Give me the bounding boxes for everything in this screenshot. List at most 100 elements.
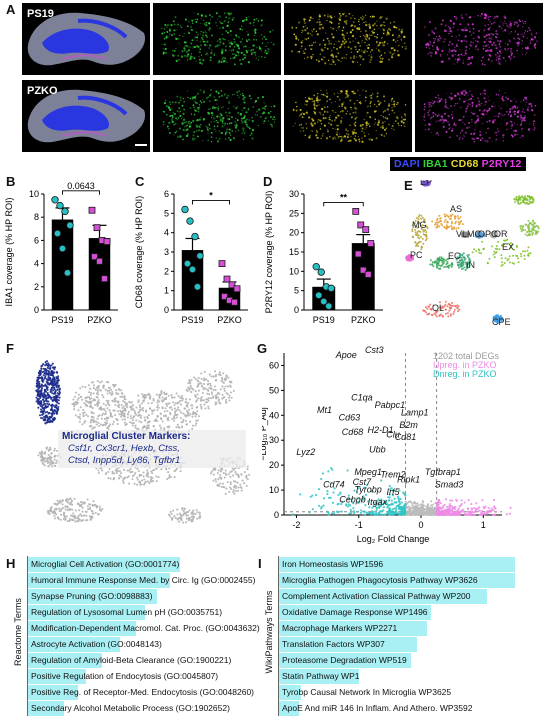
y-tick-label: 60 (269, 360, 279, 370)
term-bar (279, 557, 515, 572)
significance-label: ** (340, 192, 348, 202)
panel-f-label: F (6, 341, 14, 356)
x-tick-label: PS19 (51, 315, 73, 325)
y-tick-label: 10 (269, 485, 279, 495)
data-point (320, 297, 328, 306)
term-bar (279, 621, 427, 636)
data-point (233, 285, 241, 293)
gene-label: Pabpc1 (375, 400, 406, 410)
gene-label: Mpeg1 (354, 467, 382, 477)
gene-label: Cd74 (323, 480, 345, 490)
data-point (218, 260, 226, 267)
gene-label: C1qa (351, 392, 373, 402)
micrograph-ps19-cd68 (284, 3, 412, 75)
term-label: Regulation of Amyloid-Beta Clearance (GO… (31, 655, 232, 665)
volcano-legend-item: Upreg. in PZKO (433, 360, 497, 370)
y-tick-label: 8 (34, 212, 39, 222)
gene-label: Ubb (369, 445, 386, 455)
y-tick-label: 30 (269, 435, 279, 445)
x-axis-label: Log₂ Fold Change (357, 534, 430, 544)
term-bar (279, 685, 301, 700)
y-tick-label: 6 (34, 235, 39, 245)
x-tick-label: 1 (481, 520, 486, 530)
bar-pzko (88, 238, 111, 310)
data-point (91, 253, 98, 261)
term-bar (28, 637, 120, 652)
y-tick-label: 4 (164, 228, 169, 238)
bar-ps19 (51, 219, 74, 310)
y-tick-label: 40 (269, 410, 279, 420)
panel-c-label: C (135, 174, 145, 189)
gene-label: Irf5 (386, 487, 400, 497)
bar-pzko (351, 243, 375, 310)
data-point (362, 226, 370, 233)
data-point (223, 275, 231, 283)
gene-label: Trem2 (380, 470, 405, 480)
term-bar (28, 669, 86, 684)
panel-a-label: A (6, 2, 16, 17)
term-bar (279, 701, 299, 716)
chart-iba1-coverage: 0 2 4 6 8 10 IBA1 coverage (% HP ROI) PS19 PZKO 0… (4, 181, 118, 325)
x-tick-label: -2 (292, 520, 300, 530)
y-tick-label: 10 (29, 189, 39, 199)
y-tick-label: 20 (269, 460, 279, 470)
gene-label: Lyz2 (296, 447, 315, 457)
y-tick-label: 2 (34, 282, 39, 292)
gene-label: H2-D1 (368, 425, 394, 435)
term-label: Humoral Immune Response Med. by Circ. Ig… (31, 575, 256, 585)
data-point (191, 232, 199, 241)
gene-label: Clu (386, 430, 400, 440)
data-point (352, 207, 360, 215)
y-tick-label: 5 (164, 208, 169, 218)
cluster-label-pc: PC (410, 250, 423, 260)
term-label: Synapse Pruning (GO:0098883) (31, 591, 153, 601)
gene-label: Tgfbrap1 (425, 467, 461, 477)
cluster-label-vlmc: VLMC (456, 229, 482, 239)
data-point (88, 206, 96, 214)
y-tick-label: 3 (164, 247, 169, 257)
micrograph-ps19-iba1 (153, 3, 281, 75)
wikipathways-axis (278, 556, 279, 716)
term-label: Astrocyte Activation (GO:0048143) (31, 639, 162, 649)
cluster-label-ex: EX (502, 242, 514, 252)
micrograph-ps19-p2ry12 (415, 3, 543, 75)
marker-line-2: Ctsd, Inpp5d, Ly86, Tgfbr1 (68, 455, 181, 466)
y-tick-label: 1 (164, 286, 169, 296)
gene-label: B2m (399, 420, 418, 430)
term-label: Regulation of Lysosomal Lumen pH (GO:003… (31, 607, 223, 617)
term-label: Macrophage Markers WP2271 (282, 623, 398, 633)
y-tick-label: 50 (269, 385, 279, 395)
channel-iba1: IBA1 (423, 158, 448, 170)
term-bar (279, 669, 359, 684)
y-axis-label: P2RY12 coverage (% HP ROI) (264, 191, 274, 314)
significance-label: 0.0643 (67, 181, 95, 191)
x-tick-label: PZKO (351, 315, 376, 325)
significance-bracket (323, 201, 364, 207)
x-tick-label: PS19 (181, 315, 203, 325)
data-point (186, 217, 194, 225)
cluster-label-ec: EC (448, 251, 461, 261)
data-point (367, 240, 375, 247)
gene-label: Cst7 (353, 477, 373, 487)
reactome-axis (27, 556, 28, 716)
y-tick-label: 0 (294, 305, 299, 315)
term-label: Microglia Pathogen Phagocytosis Pathway … (282, 575, 478, 585)
data-point (101, 275, 108, 283)
marker-box-title: Microglial Cluster Markers: (62, 431, 191, 442)
data-point (315, 291, 323, 300)
chart-cd68-coverage: 0 1 2 3 4 5 6 CD68 coverage (% HP ROI) PS19 PZKO * (134, 189, 248, 325)
micrograph-pzko-cd68 (284, 80, 412, 152)
micrograph-pzko-merge (22, 80, 150, 152)
data-point (357, 221, 365, 229)
term-label: Iron Homeostasis WP1596 (282, 559, 384, 569)
gene-label: Cd63 (339, 412, 361, 422)
micrograph-pzko-iba1 (153, 80, 281, 152)
channel-p2ry12: P2RY12 (481, 158, 522, 170)
significance-bracket (62, 190, 100, 195)
channel-legend: DAPI IBA1 CD68 P2RY12 (390, 157, 526, 171)
term-label: Microglial Cell Activation (GO:0001774) (31, 559, 180, 569)
data-point (51, 196, 59, 204)
reactome-axis-label: Reactome Terms (13, 598, 23, 666)
data-point (364, 271, 372, 278)
